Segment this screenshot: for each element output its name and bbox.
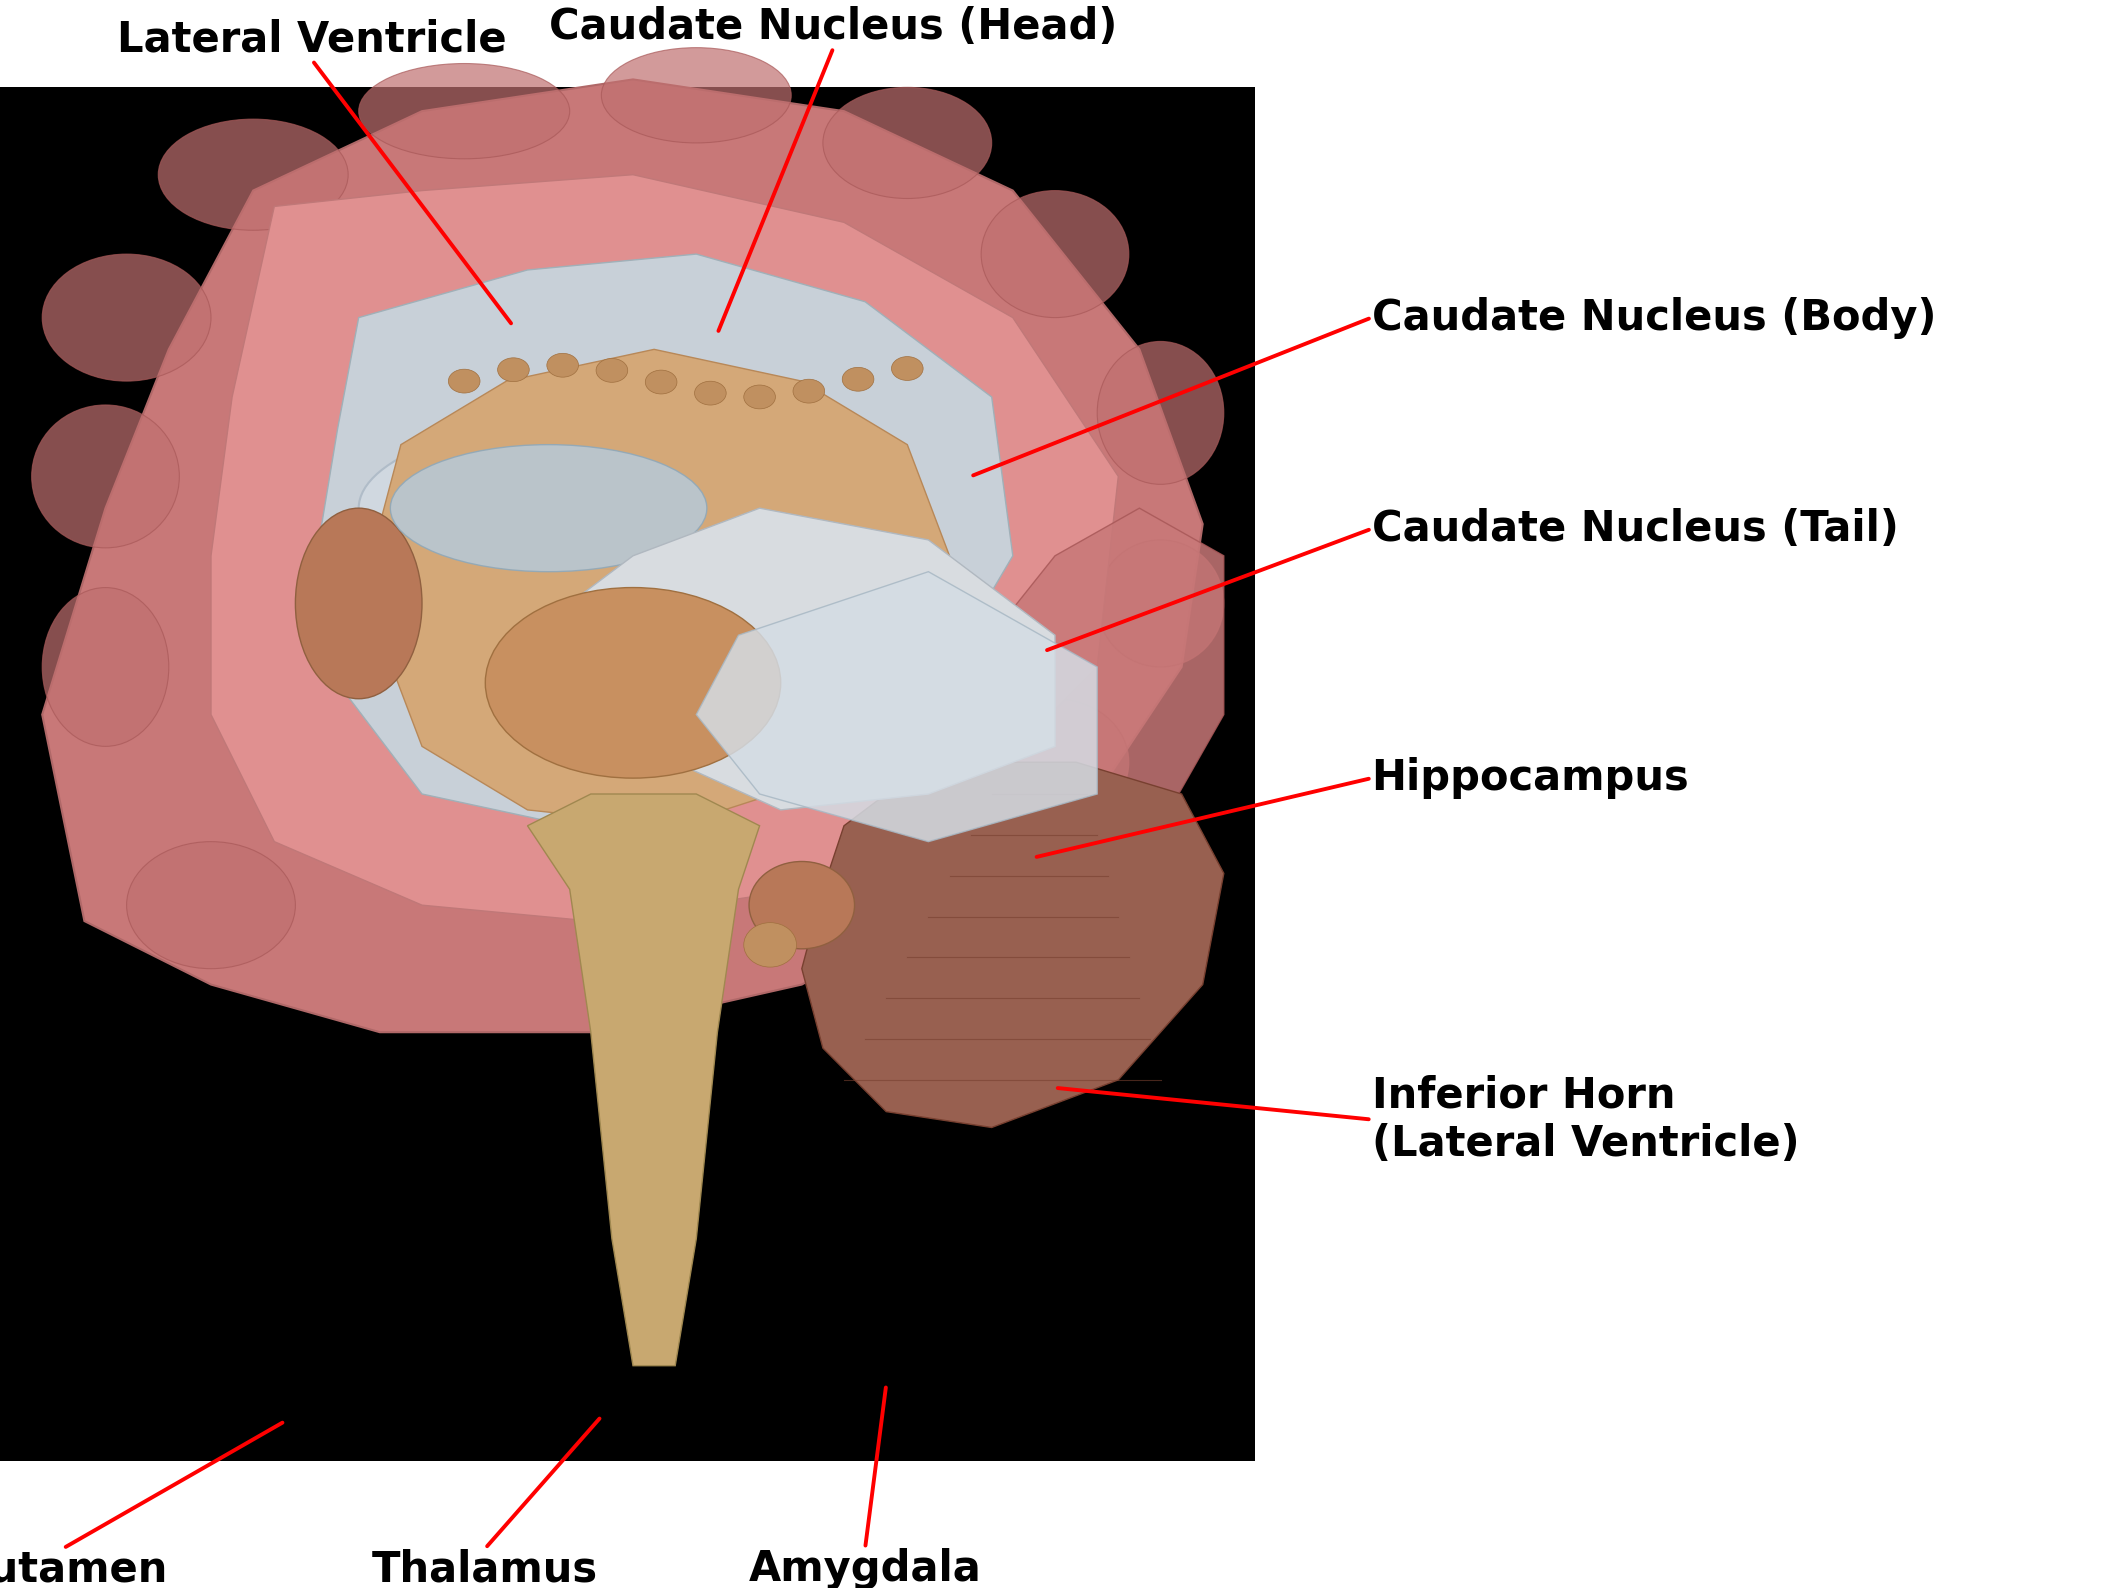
Ellipse shape	[390, 445, 707, 572]
Ellipse shape	[981, 699, 1129, 826]
Ellipse shape	[447, 368, 481, 394]
Polygon shape	[42, 79, 1203, 1032]
Ellipse shape	[546, 354, 578, 378]
Text: Caudate Nucleus (Body): Caudate Nucleus (Body)	[1372, 297, 1937, 338]
Text: Caudate Nucleus (Head): Caudate Nucleus (Head)	[549, 6, 1118, 48]
Bar	[0, 87, 1255, 1461]
Text: Hippocampus: Hippocampus	[1372, 757, 1690, 799]
Ellipse shape	[823, 87, 992, 198]
Ellipse shape	[793, 380, 825, 403]
Text: Thalamus: Thalamus	[371, 1548, 599, 1588]
Ellipse shape	[1097, 341, 1224, 484]
Ellipse shape	[749, 861, 855, 948]
Ellipse shape	[42, 588, 169, 746]
Polygon shape	[211, 175, 1118, 921]
Text: Inferior Horn
(Lateral Ventricle): Inferior Horn (Lateral Ventricle)	[1372, 1073, 1800, 1166]
Text: Amygdala: Amygdala	[749, 1548, 981, 1588]
Ellipse shape	[158, 119, 348, 230]
Text: Lateral Ventricle: Lateral Ventricle	[118, 19, 506, 60]
Ellipse shape	[485, 588, 781, 778]
Ellipse shape	[694, 381, 726, 405]
Ellipse shape	[1097, 540, 1224, 667]
Ellipse shape	[743, 384, 776, 408]
Ellipse shape	[295, 508, 422, 699]
Ellipse shape	[842, 367, 874, 391]
Ellipse shape	[743, 923, 798, 967]
Ellipse shape	[359, 413, 907, 603]
Polygon shape	[950, 508, 1224, 873]
Ellipse shape	[646, 370, 677, 394]
Text: Caudate Nucleus (Tail): Caudate Nucleus (Tail)	[1372, 508, 1899, 549]
Polygon shape	[380, 349, 950, 826]
Polygon shape	[696, 572, 1097, 842]
Text: Putamen: Putamen	[0, 1548, 169, 1588]
Ellipse shape	[601, 48, 791, 143]
Ellipse shape	[32, 405, 179, 548]
Polygon shape	[570, 508, 1055, 810]
Polygon shape	[528, 794, 760, 1366]
Ellipse shape	[359, 64, 570, 159]
Ellipse shape	[595, 359, 629, 383]
Ellipse shape	[890, 357, 924, 381]
Ellipse shape	[42, 254, 211, 381]
Ellipse shape	[127, 842, 295, 969]
Ellipse shape	[498, 357, 530, 381]
Polygon shape	[316, 254, 1013, 826]
Ellipse shape	[981, 191, 1129, 318]
Polygon shape	[802, 762, 1224, 1127]
